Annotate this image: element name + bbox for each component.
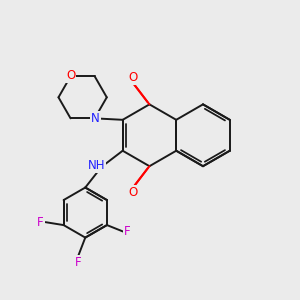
Text: NH: NH xyxy=(87,159,105,172)
Text: O: O xyxy=(129,186,138,199)
Text: F: F xyxy=(75,256,81,268)
Text: O: O xyxy=(66,69,75,82)
Text: F: F xyxy=(124,225,131,238)
Text: O: O xyxy=(129,71,138,84)
Text: N: N xyxy=(91,112,100,125)
Text: F: F xyxy=(37,216,44,229)
